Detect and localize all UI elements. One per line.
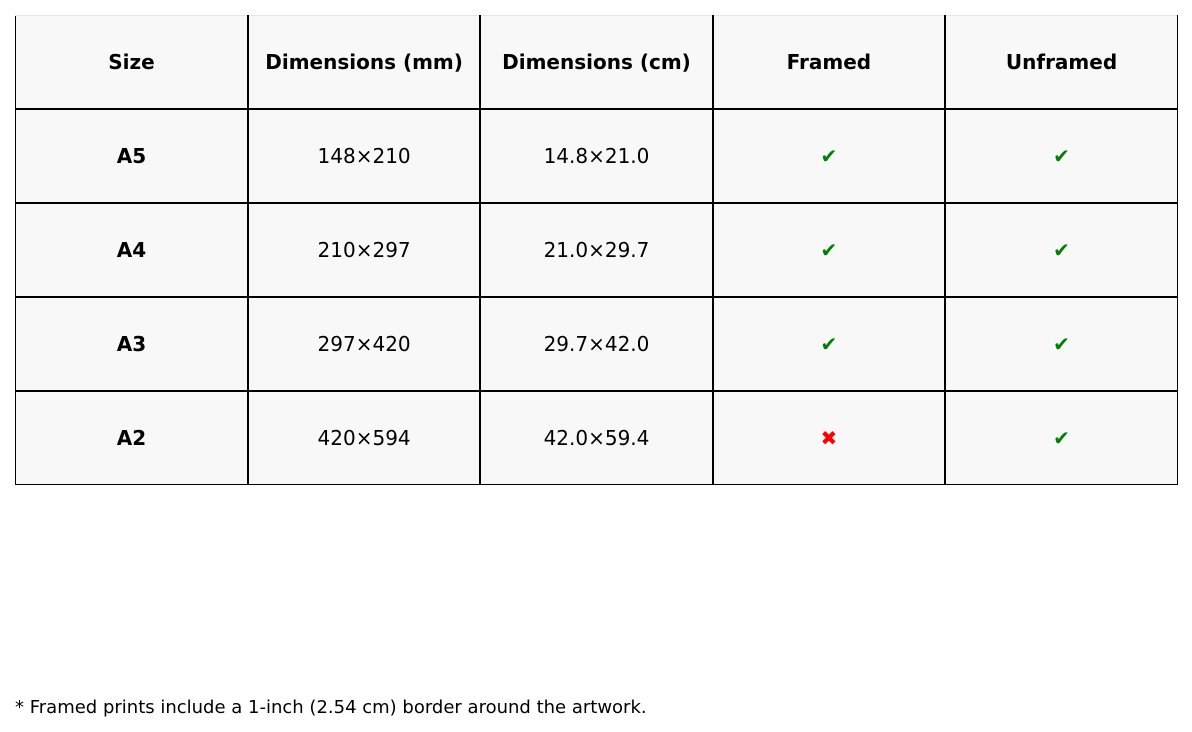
header-dimensions-cm: Dimensions (cm) bbox=[479, 15, 714, 110]
checkmark-icon: ✔ bbox=[1053, 426, 1070, 450]
size-cell: A2 bbox=[14, 390, 249, 485]
dimensions-mm-cell: 210×297 bbox=[246, 202, 482, 298]
dimensions-cm-cell: 14.8×21.0 bbox=[479, 108, 714, 204]
header-row: Size Dimensions (mm) Dimensions (cm) Fra… bbox=[14, 15, 1179, 110]
size-cell: A5 bbox=[14, 108, 249, 204]
checkmark-icon: ✔ bbox=[1053, 144, 1070, 168]
checkmark-icon: ✔ bbox=[820, 238, 838, 262]
unframed-cell: ✔ bbox=[944, 108, 1179, 204]
dimensions-mm-cell: 297×420 bbox=[246, 296, 482, 392]
unframed-cell: ✔ bbox=[944, 390, 1179, 485]
table-row: A2 420×594 42.0×59.4 ✖ ✔ bbox=[14, 390, 1179, 485]
checkmark-icon: ✔ bbox=[820, 332, 838, 356]
footnote: * Framed prints include a 1-inch (2.54 c… bbox=[15, 697, 647, 718]
unframed-cell: ✔ bbox=[944, 296, 1179, 392]
dimensions-mm-cell: 148×210 bbox=[246, 108, 482, 204]
checkmark-icon: ✔ bbox=[1053, 238, 1070, 262]
framed-cell: ✔ bbox=[711, 108, 947, 204]
size-cell: A3 bbox=[14, 296, 249, 392]
dimensions-cm-cell: 29.7×42.0 bbox=[479, 296, 714, 392]
checkmark-icon: ✔ bbox=[1053, 332, 1070, 356]
print-sizes-table: Size Dimensions (mm) Dimensions (cm) Fra… bbox=[14, 15, 1179, 485]
header-size: Size bbox=[14, 15, 249, 110]
header-dimensions-mm: Dimensions (mm) bbox=[246, 15, 482, 110]
unframed-cell: ✔ bbox=[944, 202, 1179, 298]
dimensions-mm-cell: 420×594 bbox=[246, 390, 482, 485]
table-row: A3 297×420 29.7×42.0 ✔ ✔ bbox=[14, 296, 1179, 392]
header-framed: Framed bbox=[711, 15, 947, 110]
header-unframed: Unframed bbox=[944, 15, 1179, 110]
dimensions-cm-cell: 21.0×29.7 bbox=[479, 202, 714, 298]
size-cell: A4 bbox=[14, 202, 249, 298]
framed-cell: ✖ bbox=[711, 390, 947, 485]
framed-cell: ✔ bbox=[711, 296, 947, 392]
cross-icon: ✖ bbox=[820, 426, 838, 450]
checkmark-icon: ✔ bbox=[820, 144, 838, 168]
table-row: A5 148×210 14.8×21.0 ✔ ✔ bbox=[14, 108, 1179, 204]
dimensions-cm-cell: 42.0×59.4 bbox=[479, 390, 714, 485]
framed-cell: ✔ bbox=[711, 202, 947, 298]
table-row: A4 210×297 21.0×29.7 ✔ ✔ bbox=[14, 202, 1179, 298]
